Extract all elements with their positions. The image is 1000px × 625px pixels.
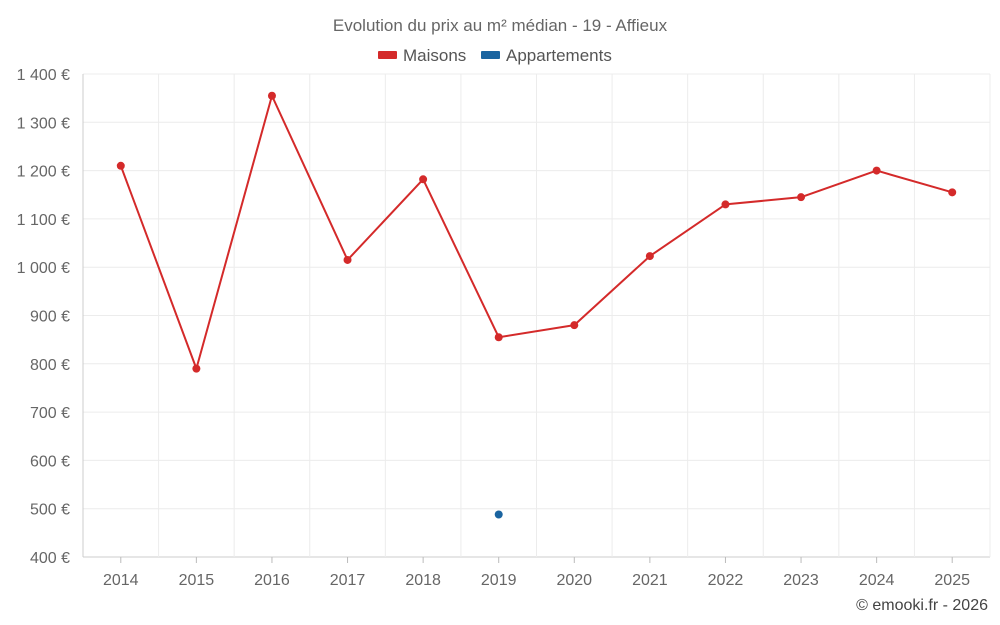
data-point-maisons[interactable] <box>797 193 806 202</box>
x-tick-label: 2016 <box>254 572 290 589</box>
y-tick-label: 500 € <box>30 502 70 519</box>
y-axis: 400 € 500 € 600 € 700 € 800 € 900 € 1 000 € 1 1… <box>17 67 70 567</box>
legend-label-appartements[interactable]: Appartements <box>506 46 612 65</box>
series-line-maisons <box>119 94 953 370</box>
y-tick-label: 1 100 € <box>17 212 70 229</box>
x-tick-label: 2014 <box>103 572 139 589</box>
legend-label-maisons[interactable]: Maisons <box>403 46 466 65</box>
data-point-maisons[interactable] <box>721 200 730 209</box>
y-tick-label: 400 € <box>30 550 70 567</box>
data-point-appartements[interactable] <box>494 510 503 519</box>
data-point-maisons[interactable] <box>570 321 579 330</box>
data-point-maisons[interactable] <box>872 166 881 175</box>
data-point-maisons[interactable] <box>948 188 957 197</box>
data-point-maisons[interactable] <box>419 175 428 184</box>
y-tick-label: 800 € <box>30 357 70 374</box>
data-point-maisons[interactable] <box>267 91 276 100</box>
x-tick-label: 2023 <box>783 572 819 589</box>
series-layer <box>116 91 957 519</box>
data-point-maisons[interactable] <box>192 364 201 373</box>
data-point-maisons[interactable] <box>116 161 125 170</box>
y-tick-label: 600 € <box>30 453 70 470</box>
x-tick-label: 2018 <box>405 572 441 589</box>
x-tick-label: 2020 <box>556 572 592 589</box>
y-tick-label: 900 € <box>30 309 70 326</box>
data-point-maisons[interactable] <box>343 255 352 264</box>
legend: Maisons Appartements <box>378 46 612 65</box>
y-tick-label: 1 200 € <box>17 164 70 181</box>
data-point-maisons[interactable] <box>494 333 503 342</box>
x-tick-label: 2019 <box>481 572 517 589</box>
x-tick-label: 2022 <box>708 572 744 589</box>
x-tick-label: 2025 <box>934 572 970 589</box>
x-tick-label: 2015 <box>179 572 215 589</box>
y-tick-label: 1 300 € <box>17 115 70 132</box>
grid <box>82 73 991 558</box>
chart-title: Evolution du prix au m² médian - 19 - Af… <box>333 16 668 35</box>
legend-swatch-maisons[interactable] <box>378 51 397 59</box>
data-point-maisons[interactable] <box>645 252 654 261</box>
y-tick-label: 1 000 € <box>17 260 70 277</box>
y-tick-label: 700 € <box>30 405 70 422</box>
x-tick-label: 2017 <box>330 572 366 589</box>
y-tick-label: 1 400 € <box>17 67 70 84</box>
legend-swatch-appartements[interactable] <box>481 51 500 59</box>
credit-text: © emooki.fr - 2026 <box>856 597 988 614</box>
x-tick-label: 2024 <box>859 572 895 589</box>
x-tick-label: 2021 <box>632 572 668 589</box>
x-axis: 2014 2015 2016 2017 2018 2019 2020 2021 2022 2023… <box>103 557 970 589</box>
